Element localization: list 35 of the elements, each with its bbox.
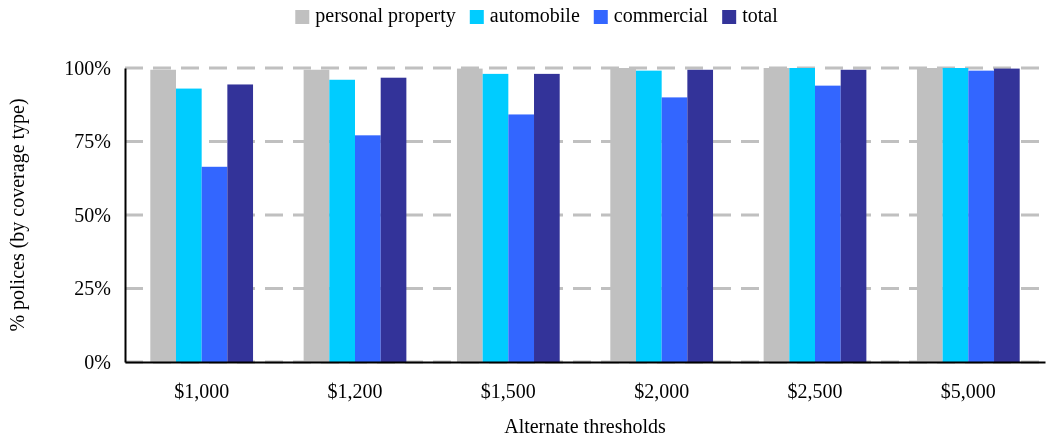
bar: [942, 68, 969, 362]
legend-label: total: [742, 4, 779, 26]
legend-label: commercial: [613, 4, 709, 26]
legend-label: automobile: [489, 4, 580, 26]
y-tick-label: 50%: [74, 203, 111, 226]
y-axis-title: % polices (by coverage type): [6, 98, 29, 332]
y-tick-label: 25%: [74, 277, 111, 300]
bar: [994, 68, 1020, 362]
y-tick-label: 75%: [74, 130, 111, 153]
bar: [534, 73, 560, 362]
y-tick-label: 100%: [64, 56, 111, 79]
bar: [329, 79, 355, 362]
x-tick-label: $2,000: [634, 380, 690, 403]
bar: [840, 69, 867, 362]
bar: [687, 69, 714, 362]
x-tick-label: $5,000: [940, 380, 996, 403]
bar: [968, 70, 995, 362]
legend-label: personal property: [315, 4, 456, 27]
x-tick-label: $1,200: [327, 380, 383, 403]
x-axis-title: Alternate thresholds: [504, 415, 667, 437]
x-tick-label: $2,500: [787, 380, 843, 403]
y-tick-label: 0%: [84, 350, 111, 373]
bar: [482, 73, 509, 362]
bar: [635, 70, 662, 362]
bar: [355, 135, 381, 362]
bar: [201, 166, 228, 362]
bar: [175, 88, 202, 362]
x-tick-label: $1,000: [174, 380, 230, 403]
bar: [227, 84, 254, 362]
bar: [508, 114, 535, 362]
x-tick-label: $1,500: [480, 380, 536, 403]
bar: [380, 77, 407, 362]
bar: [789, 68, 815, 362]
bar: [661, 97, 688, 362]
bar: [815, 85, 841, 362]
